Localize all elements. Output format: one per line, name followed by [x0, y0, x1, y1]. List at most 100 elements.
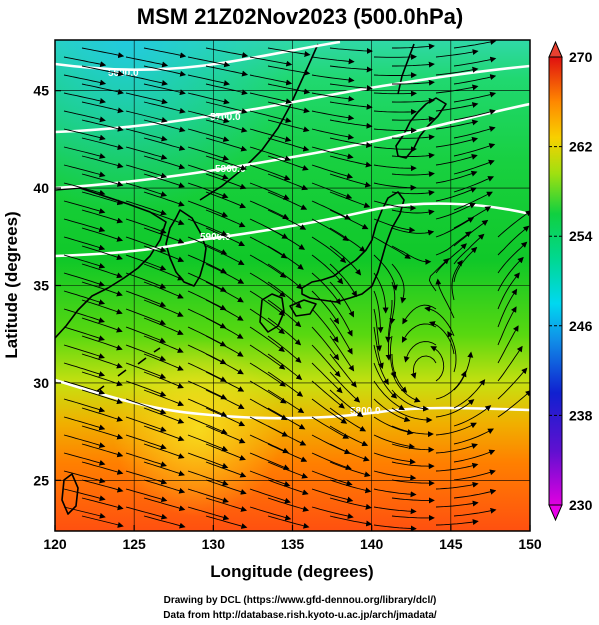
streamline-arrow [205, 353, 244, 375]
streamline-arrow [329, 281, 354, 318]
streamline-arrow [205, 407, 246, 427]
streamline-arrow [453, 379, 486, 409]
streamline-arrow [143, 425, 185, 442]
streamline-arrow [187, 416, 228, 434]
streamline-arrow [63, 344, 105, 359]
streamline-arrow [187, 362, 227, 382]
streamline-arrow [249, 254, 287, 278]
streamline-arrow [205, 497, 248, 512]
streamline-arrow [311, 218, 349, 242]
streamline-arrow [391, 97, 435, 104]
streamline-arrow [205, 281, 244, 303]
streamline-arrow [435, 399, 475, 418]
streamline-arrow [125, 488, 168, 503]
streamline-arrow [435, 119, 479, 130]
streamline-arrow [63, 272, 106, 287]
colorbar-tick-label: 246 [569, 318, 593, 334]
streamline-arrow [81, 191, 124, 206]
streamline-arrow [125, 470, 168, 485]
streamline-arrow [373, 236, 411, 259]
y-tick-label: 40 [33, 180, 49, 196]
streamline-arrow [63, 326, 105, 342]
streamline-arrow [125, 326, 167, 344]
streamline-arrow [81, 227, 124, 242]
streamline-arrow [391, 134, 435, 141]
streamline-arrow [267, 47, 311, 57]
streamline-arrow [453, 40, 497, 49]
streamline-arrow [391, 227, 435, 236]
streamline-arrow [249, 308, 285, 335]
streamline-arrow [435, 231, 472, 256]
streamline-arrow [453, 91, 497, 103]
streamline-arrow [428, 258, 450, 292]
streamline-arrow [187, 74, 230, 86]
streamline-arrow [385, 317, 393, 361]
credit-data-source: Data from http://database.rish.kyoto-u.a… [163, 610, 437, 621]
streamline-arrow [187, 434, 229, 452]
streamline-arrow [125, 290, 167, 307]
streamline-arrow [63, 488, 106, 502]
colorbar-scale [548, 56, 563, 506]
streamline-arrow [329, 389, 364, 418]
streamline-arrow [403, 341, 437, 363]
streamline-arrow [267, 101, 310, 114]
streamline-arrow [125, 236, 167, 253]
streamline-arrow [392, 79, 435, 86]
streamline-arrow [187, 398, 228, 417]
streamline-arrow [81, 245, 123, 260]
streamline-arrow [497, 225, 530, 256]
streamline-arrow [497, 288, 518, 328]
streamline-arrow [453, 507, 497, 517]
streamline-arrow [63, 200, 106, 214]
streamline-arrow [63, 254, 106, 269]
streamline-arrow [205, 263, 245, 284]
streamline-arrow [329, 461, 371, 478]
streamline-arrow [125, 506, 168, 520]
credit-drawing: Drawing by DCL (https://www.gfd-dennou.o… [164, 595, 437, 606]
streamline-arrow [453, 405, 492, 427]
streamline-arrow [267, 245, 304, 270]
streamline-arrow [329, 227, 366, 253]
streamline-arrow [81, 281, 123, 297]
streamline-arrow [267, 209, 307, 230]
streamline-arrow [373, 380, 405, 411]
streamline-arrow [391, 171, 435, 178]
streamline-arrow [125, 164, 168, 179]
streamline-arrow [453, 159, 495, 175]
streamline-arrow [329, 83, 373, 92]
streamline-arrow [143, 155, 186, 170]
streamline-arrow [329, 299, 353, 337]
streamline-arrow [435, 153, 478, 166]
x-tick-label: 145 [439, 536, 463, 552]
streamline-arrow [249, 290, 286, 316]
streamline-arrow [392, 43, 435, 50]
streamline-arrow [391, 189, 435, 196]
streamline-arrow [391, 425, 434, 438]
streamline-arrow [435, 217, 475, 238]
streamline-arrow [81, 47, 125, 59]
streamline-arrow [373, 200, 417, 211]
streamline-arrow [267, 353, 303, 381]
streamline-arrow [143, 353, 184, 371]
streamline-arrow [267, 119, 310, 133]
y-tick-label: 30 [33, 375, 49, 391]
streamline-arrow [497, 345, 523, 382]
streamline-arrow [391, 245, 432, 265]
streamline-arrow [373, 524, 417, 531]
streamline-arrow [453, 143, 496, 157]
streamline-arrow [267, 281, 302, 309]
streamline-arrow [329, 407, 367, 432]
streamline-arrow [81, 137, 124, 151]
streamline-arrow [187, 218, 228, 236]
streamline-arrow [143, 101, 186, 114]
streamline-arrow [329, 155, 372, 168]
coastline-china-mainland [55, 187, 167, 339]
streamline-arrow [435, 136, 479, 148]
contour-line-5700 [55, 64, 530, 134]
streamline-arrow [329, 209, 369, 230]
streamline-arrow [125, 398, 167, 415]
streamline-arrow [187, 182, 229, 199]
streamline-arrow [205, 47, 249, 58]
streamline-arrow [187, 92, 230, 105]
colorbar-tick-label: 230 [569, 497, 593, 513]
